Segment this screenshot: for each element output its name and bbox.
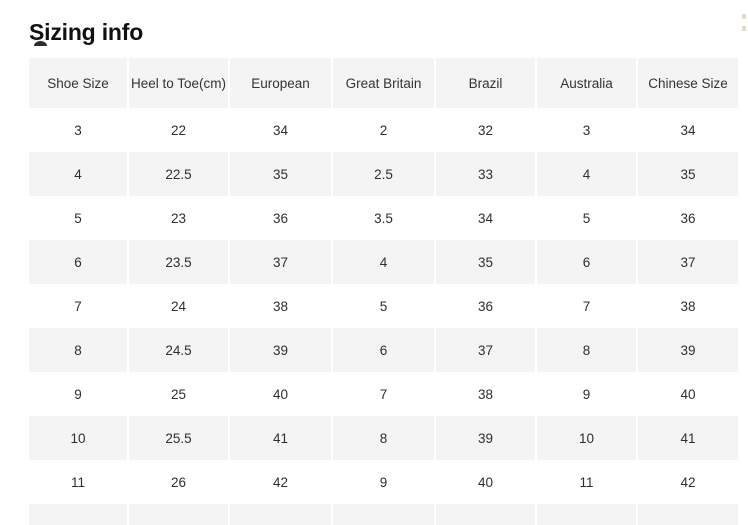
table-cell: 7 <box>29 284 127 328</box>
table-cell: 40 <box>436 460 535 504</box>
column-header-shoe-size: Shoe Size <box>29 58 127 108</box>
column-header-great-britain: Great Britain <box>333 58 434 108</box>
table-cell: 34 <box>436 196 535 240</box>
table-cell: 37 <box>230 240 331 284</box>
table-cell: 7 <box>537 284 636 328</box>
table-cell: 6 <box>333 328 434 372</box>
table-cell <box>537 504 636 525</box>
table-cell: 26 <box>129 460 228 504</box>
table-cell <box>129 504 228 525</box>
table-row: 3 22 34 2 32 3 34 <box>29 108 738 152</box>
sizing-table-container: Shoe Size Heel to Toe(cm) European Great… <box>29 58 738 525</box>
table-cell: 8 <box>333 416 434 460</box>
column-header-australia: Australia <box>537 58 636 108</box>
table-body: 3 22 34 2 32 3 34 4 22.5 35 2.5 33 4 35 <box>29 108 738 525</box>
table-cell: 38 <box>230 284 331 328</box>
table-cell: 36 <box>638 196 738 240</box>
table-row-partial <box>29 504 738 525</box>
table-cell: 38 <box>638 284 738 328</box>
table-cell <box>333 504 434 525</box>
table-cell: 11 <box>537 460 636 504</box>
table-cell: 39 <box>436 416 535 460</box>
table-cell <box>638 504 738 525</box>
table-cell: 42 <box>230 460 331 504</box>
table-cell: 5 <box>29 196 127 240</box>
table-cell: 10 <box>537 416 636 460</box>
table-row: 9 25 40 7 38 9 40 <box>29 372 738 416</box>
page-title: Sizing info <box>29 19 144 45</box>
table-header: Shoe Size Heel to Toe(cm) European Great… <box>29 58 738 108</box>
scrollbar-artifact-lower <box>742 26 746 31</box>
table-cell: 37 <box>638 240 738 284</box>
table-cell: 22 <box>129 108 228 152</box>
table-cell: 39 <box>638 328 738 372</box>
table-cell: 5 <box>333 284 434 328</box>
table-cell: 4 <box>29 152 127 196</box>
table-cell: 39 <box>230 328 331 372</box>
table-cell: 35 <box>436 240 535 284</box>
table-cell: 23 <box>129 196 228 240</box>
table-cell: 11 <box>29 460 127 504</box>
table-cell <box>230 504 331 525</box>
table-cell: 36 <box>230 196 331 240</box>
table-cell: 36 <box>436 284 535 328</box>
table-row: 4 22.5 35 2.5 33 4 35 <box>29 152 738 196</box>
table-cell: 10 <box>29 416 127 460</box>
table-cell <box>29 504 127 525</box>
column-header-brazil: Brazil <box>436 58 535 108</box>
table-cell: 35 <box>230 152 331 196</box>
table-cell: 24.5 <box>129 328 228 372</box>
table-cell: 24 <box>129 284 228 328</box>
table-cell: 38 <box>436 372 535 416</box>
table-cell: 23.5 <box>129 240 228 284</box>
table-header-row: Shoe Size Heel to Toe(cm) European Great… <box>29 58 738 108</box>
table-cell: 41 <box>638 416 738 460</box>
table-row: 6 23.5 37 4 35 6 37 <box>29 240 738 284</box>
table-row: 8 24.5 39 6 37 8 39 <box>29 328 738 372</box>
table-cell: 9 <box>333 460 434 504</box>
scrollbar-artifact-upper <box>742 14 746 19</box>
table-cell: 22.5 <box>129 152 228 196</box>
table-cell: 6 <box>29 240 127 284</box>
table-cell: 25 <box>129 372 228 416</box>
table-cell: 2 <box>333 108 434 152</box>
column-header-heel-to-toe: Heel to Toe(cm) <box>129 58 228 108</box>
table-cell: 2.5 <box>333 152 434 196</box>
table-cell: 42 <box>638 460 738 504</box>
table-cell: 3 <box>537 108 636 152</box>
table-cell <box>436 504 535 525</box>
table-row: 10 25.5 41 8 39 10 41 <box>29 416 738 460</box>
table-cell: 4 <box>537 152 636 196</box>
column-header-chinese-size: Chinese Size <box>638 58 738 108</box>
table-cell: 34 <box>230 108 331 152</box>
table-cell: 40 <box>638 372 738 416</box>
table-row: 5 23 36 3.5 34 5 36 <box>29 196 738 240</box>
table-cell: 41 <box>230 416 331 460</box>
table-cell: 32 <box>436 108 535 152</box>
table-cell: 9 <box>29 372 127 416</box>
table-row: 11 26 42 9 40 11 42 <box>29 460 738 504</box>
table-cell: 25.5 <box>129 416 228 460</box>
table-cell: 8 <box>29 328 127 372</box>
sizing-table: Shoe Size Heel to Toe(cm) European Great… <box>27 58 740 525</box>
text-cursor-icon <box>34 41 47 46</box>
column-header-european: European <box>230 58 331 108</box>
table-cell: 4 <box>333 240 434 284</box>
table-cell: 35 <box>638 152 738 196</box>
table-cell: 7 <box>333 372 434 416</box>
table-cell: 9 <box>537 372 636 416</box>
table-cell: 37 <box>436 328 535 372</box>
table-row: 7 24 38 5 36 7 38 <box>29 284 738 328</box>
table-cell: 3 <box>29 108 127 152</box>
table-cell: 34 <box>638 108 738 152</box>
table-cell: 6 <box>537 240 636 284</box>
table-cell: 8 <box>537 328 636 372</box>
table-cell: 5 <box>537 196 636 240</box>
table-cell: 33 <box>436 152 535 196</box>
table-cell: 3.5 <box>333 196 434 240</box>
table-cell: 40 <box>230 372 331 416</box>
